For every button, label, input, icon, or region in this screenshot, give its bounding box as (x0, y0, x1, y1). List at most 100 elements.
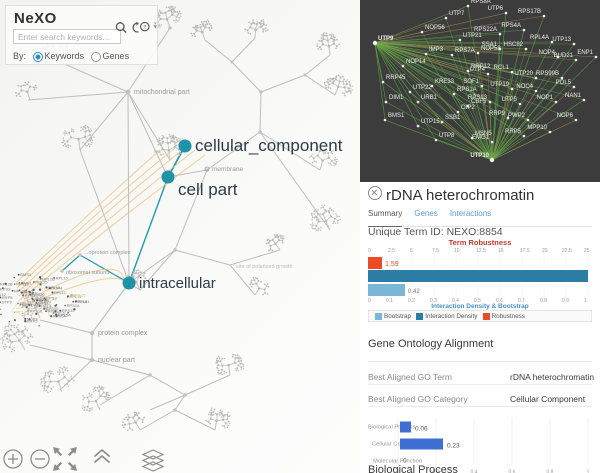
svg-text:RPL4A: RPL4A (530, 35, 549, 41)
svg-text:0.7: 0.7 (518, 298, 525, 302)
svg-text:UTP22: UTP22 (413, 85, 432, 91)
svg-text:UTP10: UTP10 (470, 153, 489, 159)
svg-text:RPL11: RPL11 (54, 290, 67, 295)
svg-text:2.5: 2.5 (388, 248, 395, 254)
svg-text:1: 1 (587, 470, 590, 473)
svg-text:RPS8A: RPS8A (471, 0, 491, 5)
svg-text:RPS12: RPS12 (62, 308, 75, 313)
svg-text:UTP21: UTP21 (463, 33, 482, 39)
svg-text:OIP2: OIP2 (461, 105, 475, 111)
svg-text:RPS17B: RPS17B (518, 9, 541, 15)
svg-text:20: 20 (542, 248, 548, 254)
svg-text:0.6: 0.6 (509, 470, 516, 473)
svg-text:RPS99B: RPS99B (536, 71, 559, 77)
svg-text:RPL18: RPL18 (75, 299, 88, 304)
svg-text:0.06: 0.06 (415, 426, 428, 433)
svg-text:RPL15: RPL15 (56, 275, 69, 280)
svg-text:NOP14: NOP14 (406, 59, 426, 65)
svg-text:7.5: 7.5 (432, 248, 439, 254)
svg-text:10: 10 (454, 248, 460, 254)
svg-text:UTP13: UTP13 (552, 37, 571, 43)
svg-text:UTP9: UTP9 (378, 36, 394, 42)
svg-text:RPS22A: RPS22A (474, 27, 497, 33)
svg-text:RPS12: RPS12 (16, 282, 29, 287)
svg-text:cellular_component: cellular_component (195, 136, 343, 155)
svg-text:NOP4: NOP4 (27, 316, 39, 321)
svg-text:nuclear part: nuclear part (98, 357, 135, 364)
svg-text:PWP2: PWP2 (508, 113, 526, 119)
svg-text:RPS3: RPS3 (46, 296, 57, 301)
svg-text:0.2: 0.2 (408, 298, 415, 302)
svg-text:BMS1: BMS1 (388, 113, 405, 119)
svg-text:protein complex: protein complex (98, 330, 148, 337)
svg-text:NOP1: NOP1 (537, 95, 554, 101)
svg-text:5: 5 (410, 248, 413, 254)
svg-text:12.5: 12.5 (476, 248, 486, 254)
svg-text:0.3: 0.3 (430, 298, 437, 302)
svg-text:0.8: 0.8 (540, 298, 547, 302)
svg-text:0.4: 0.4 (471, 470, 478, 473)
svg-text:RRP45: RRP45 (386, 75, 406, 81)
svg-text:1: 1 (584, 298, 587, 302)
svg-text:0.42: 0.42 (408, 289, 420, 295)
svg-text:UTP4: UTP4 (470, 67, 486, 73)
svg-text:0.5: 0.5 (474, 298, 481, 302)
svg-text:ribosomal subunit: ribosomal subunit (66, 270, 110, 276)
svg-text:UTP20: UTP20 (514, 71, 533, 77)
svg-text:mitochondrial part: mitochondrial part (134, 89, 190, 96)
svg-text:BUD21: BUD21 (554, 53, 574, 59)
svg-text:RPS1A: RPS1A (457, 87, 477, 93)
svg-text:1.59: 1.59 (385, 261, 399, 268)
svg-text:UTP7: UTP7 (449, 11, 465, 17)
svg-text:0.6: 0.6 (496, 298, 503, 302)
svg-text:IMP3: IMP3 (429, 47, 444, 53)
svg-text:membrane: membrane (212, 166, 243, 173)
svg-text:UTP9: UTP9 (2, 300, 13, 305)
svg-text:0.8: 0.8 (547, 470, 554, 473)
svg-text:cell part: cell part (178, 180, 238, 199)
svg-text:RPL2B: RPL2B (0, 281, 13, 286)
svg-text:NAN1: NAN1 (565, 93, 582, 99)
svg-text:RPS3: RPS3 (0, 287, 11, 292)
svg-text:RPL15: RPL15 (35, 280, 48, 285)
svg-text:0.9: 0.9 (562, 298, 569, 302)
svg-text:0.1: 0.1 (386, 298, 393, 302)
svg-text:UTP19: UTP19 (490, 82, 509, 88)
svg-text:UTP8: UTP8 (439, 133, 455, 139)
svg-text:BMS1: BMS1 (20, 272, 32, 277)
svg-text:RPL4: RPL4 (41, 304, 52, 309)
svg-text:SSB1: SSB1 (445, 115, 461, 121)
svg-text:0: 0 (368, 298, 371, 302)
svg-text:25: 25 (584, 248, 590, 254)
svg-text:EMG1: EMG1 (472, 135, 490, 141)
svg-text:NOC4: NOC4 (516, 84, 533, 90)
svg-text:NOP6: NOP6 (557, 113, 574, 119)
svg-text:POL5: POL5 (556, 80, 572, 86)
svg-text:SSA1: SSA1 (482, 42, 498, 48)
svg-text:0.23: 0.23 (447, 443, 460, 450)
svg-text:SOF1: SOF1 (463, 79, 479, 85)
svg-text:...oprotein complex: ...oprotein complex (84, 250, 131, 256)
svg-text:RPS12: RPS12 (0, 292, 6, 297)
svg-text:KRE33: KRE33 (435, 79, 455, 85)
svg-text:site of polarized growth: site of polarized growth (236, 264, 293, 270)
svg-text:RCL1: RCL1 (494, 65, 510, 71)
svg-text:RPS10: RPS10 (30, 309, 43, 314)
svg-text:MPP10: MPP10 (527, 125, 547, 131)
svg-text:NOP56: NOP56 (425, 25, 445, 31)
svg-text:URB1: URB1 (421, 95, 438, 101)
svg-text:0: 0 (368, 248, 371, 254)
svg-text:HSC82: HSC82 (504, 42, 524, 48)
svg-text:22.5: 22.5 (562, 248, 572, 254)
svg-text:ENP1: ENP1 (577, 50, 593, 56)
svg-text:15: 15 (498, 248, 504, 254)
svg-text:RRP9: RRP9 (489, 111, 506, 117)
svg-text:RRP5: RRP5 (505, 129, 522, 135)
svg-text:intracellular: intracellular (139, 275, 216, 292)
svg-text:RPS7A: RPS7A (455, 48, 475, 54)
svg-text:RPL15: RPL15 (73, 292, 86, 297)
svg-text:UTP6: UTP6 (488, 6, 504, 12)
svg-text:?: ? (143, 25, 146, 31)
svg-text:0.4: 0.4 (452, 298, 459, 302)
svg-text:RPS4A: RPS4A (501, 23, 521, 29)
